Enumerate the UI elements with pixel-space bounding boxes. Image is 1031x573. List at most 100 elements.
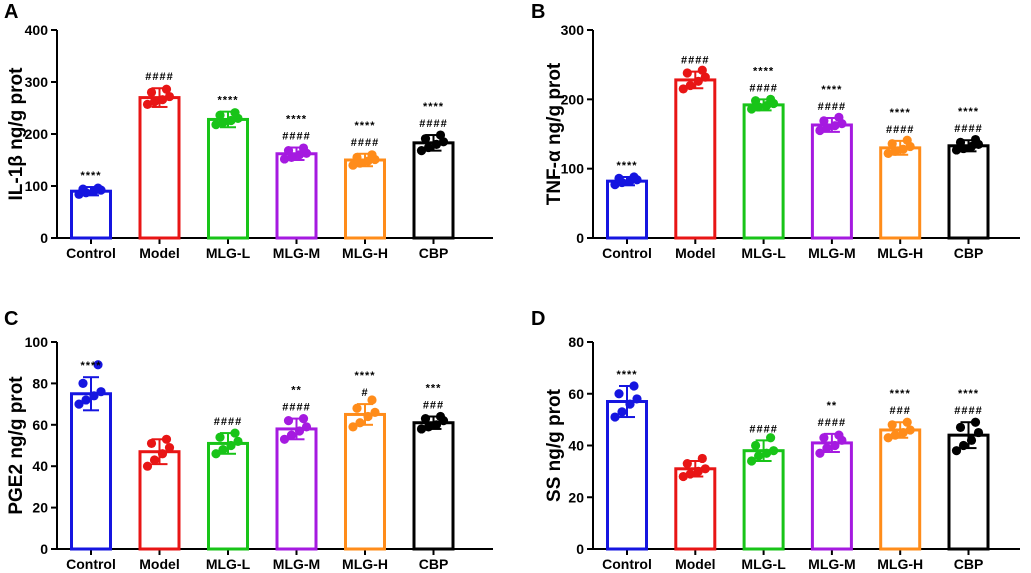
significance-label: #### [214, 416, 242, 428]
data-point [431, 420, 442, 430]
data-point [700, 464, 710, 474]
y-tick-label: 0 [576, 230, 584, 246]
data-point [614, 173, 624, 183]
data-point [685, 469, 695, 479]
data-point [355, 418, 365, 428]
data-point [751, 440, 761, 451]
x-category-label: CBP [419, 556, 449, 572]
data-point [157, 449, 168, 459]
data-point [951, 145, 962, 155]
x-category-label: Control [66, 245, 116, 261]
data-point [693, 466, 703, 476]
data-point [769, 446, 779, 456]
data-point [682, 459, 692, 469]
bar-mlg-l [207, 117, 249, 240]
data-point [898, 427, 908, 438]
significance-label: **** [354, 370, 375, 382]
x-category-label: MLG-H [342, 245, 388, 261]
significance-label: **** [821, 84, 842, 96]
data-point [298, 413, 309, 424]
panel-letter: C [4, 308, 18, 330]
data-point [420, 134, 431, 144]
bar-cbp [412, 141, 455, 240]
data-point [161, 84, 172, 94]
significance-label: #### [282, 131, 310, 143]
data-point [766, 94, 776, 104]
data-point [423, 142, 434, 153]
data-point [700, 72, 710, 82]
data-point [149, 455, 160, 465]
bar-control [606, 400, 648, 551]
bar-mlg-h [344, 158, 386, 240]
data-point [161, 434, 172, 444]
data-point [905, 425, 915, 435]
significance-label: ### [423, 400, 444, 412]
y-tick-label: 0 [40, 541, 48, 557]
significance-label: **** [286, 114, 307, 126]
significance-label: #### [351, 137, 379, 149]
data-point [890, 146, 900, 156]
significance-label: #### [145, 71, 173, 83]
data-point [218, 445, 228, 455]
data-point [819, 433, 829, 443]
data-point [822, 443, 832, 453]
data-point [142, 99, 153, 109]
bar-cbp [947, 144, 990, 240]
x-category-label: MLG-M [808, 556, 855, 572]
chart-panel-b: B TNF-α ng/g prot 0 100 200 300 **** Control ###… [531, 1, 1020, 261]
data-point [890, 430, 900, 440]
y-tick-label: 40 [568, 438, 584, 454]
data-point [149, 97, 160, 107]
significance-label: **** [753, 65, 774, 77]
data-point [164, 442, 175, 453]
data-point [766, 433, 776, 443]
data-point [367, 150, 377, 160]
data-point [682, 68, 692, 78]
y-tick-label: 60 [32, 417, 48, 433]
data-point [697, 65, 707, 75]
data-point [78, 184, 88, 194]
x-category-label: Model [139, 556, 179, 572]
data-point [754, 451, 764, 461]
data-point [348, 160, 358, 170]
significance-label: #### [818, 417, 846, 429]
x-category-label: MLG-L [741, 245, 786, 261]
data-point [348, 422, 358, 432]
data-point [352, 403, 362, 413]
significance-label: **** [80, 170, 101, 182]
bar-mlg-l [742, 449, 785, 551]
significance-label: #### [681, 55, 709, 67]
y-axis-label: IL-1β ng/g prot [6, 67, 27, 201]
data-point [416, 424, 427, 434]
y-tick-label: 400 [25, 22, 49, 38]
data-point [883, 148, 893, 159]
data-point [286, 430, 297, 440]
data-point [226, 440, 236, 451]
bar-control [606, 179, 648, 240]
data-point [215, 432, 225, 442]
x-category-label: MLG-H [877, 245, 923, 261]
data-point [632, 394, 642, 404]
bar-mlg-m [810, 441, 853, 551]
x-category-label: CBP [954, 245, 984, 261]
x-category-label: Control [602, 556, 652, 572]
significance-label: **** [616, 160, 637, 172]
data-point [678, 471, 688, 482]
bar-cbp [412, 421, 455, 551]
data-point [218, 117, 228, 128]
y-axis-label: PGE2 ng/g prot [6, 376, 27, 515]
data-point [819, 116, 829, 126]
x-category-label: Model [139, 245, 179, 261]
data-point [830, 121, 840, 131]
data-point [301, 422, 312, 432]
y-tick-label: 60 [568, 386, 584, 402]
data-point [294, 426, 305, 436]
significance-label: **** [616, 369, 637, 381]
y-tick-label: 100 [25, 334, 49, 350]
data-point [435, 411, 446, 422]
data-point [747, 104, 757, 114]
data-point [887, 139, 897, 149]
significance-label: #### [749, 423, 777, 435]
data-point [951, 446, 962, 456]
data-point [298, 143, 309, 153]
